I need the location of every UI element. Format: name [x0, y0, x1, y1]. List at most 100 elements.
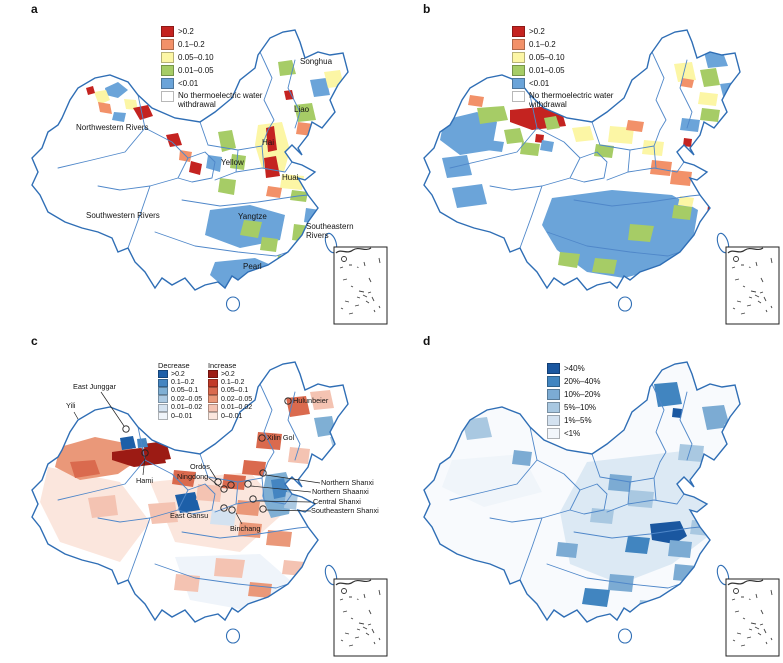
legend-item: >0.2 [158, 370, 202, 379]
legend-item: 0.01–0.02 [208, 403, 253, 412]
legend-label: 0.1–0.2 [529, 40, 556, 49]
site-leader-lines [73, 391, 321, 525]
site-label-yili: Yili [66, 401, 76, 410]
legend-swatch [161, 52, 174, 63]
legend-label: >0.2 [221, 370, 235, 378]
legend-label: <1% [564, 429, 581, 438]
legend-label: 1%–5% [564, 416, 592, 425]
panel-a: a >0.2 0.1–0.2 0.05–0.10 0.01–0.05 <0.01… [0, 0, 391, 331]
site-label-binchang: Binchang [230, 524, 261, 533]
panel-d: d >40% 20%–40% 10%–20% 5%–10% 1%–5% <1% [392, 332, 783, 663]
legend-item: 0.01–0.05 [512, 64, 617, 77]
legend-label: 20%–40% [564, 377, 601, 386]
legend-swatch [161, 91, 174, 102]
legend-item: 0.05–0.1 [208, 386, 252, 395]
site-label-ningdong: Ningdong [177, 472, 209, 481]
legend-swatch [547, 363, 560, 374]
legend-swatch [158, 395, 168, 404]
legend-swatch [512, 39, 525, 50]
site-label-northern-shanxi: Northern Shanxi [321, 478, 374, 487]
legend-label: 0.01–0.05 [178, 66, 214, 75]
basin-label-yangtze: Yangtze [238, 212, 267, 221]
south-china-sea-inset [333, 578, 388, 657]
legend-item: 0.01–0.05 [161, 64, 266, 77]
legend-swatch [547, 376, 560, 387]
legend-item: >40% [547, 362, 600, 375]
site-label-east-junggar: East Junggar [73, 382, 116, 391]
legend-label: 0.1–0.2 [171, 379, 195, 387]
legend-label: 5%–10% [564, 403, 597, 412]
legend-swatch [547, 389, 560, 400]
legend-label: 0–0.01 [171, 412, 193, 420]
legend-label: 0.05–0.10 [529, 53, 565, 62]
legend-label: 0.01–0.02 [221, 404, 253, 412]
legend-label: >0.2 [171, 370, 185, 378]
china-map-a [31, 29, 388, 325]
legend-label: 0.01–0.05 [529, 66, 565, 75]
panel-letter-c: c [31, 334, 38, 348]
china-map-d [423, 361, 780, 657]
legend-b: >0.2 0.1–0.2 0.05–0.10 0.01–0.05 <0.01 N… [512, 25, 617, 109]
legend-swatch [158, 386, 168, 395]
legend-label: 0.05–0.1 [171, 387, 199, 395]
site-label-central-shanxi: Central Shanxi [313, 497, 361, 506]
legend-label: No thermoelectric water withdrawal [178, 91, 263, 109]
legend-swatch [208, 378, 218, 387]
legend-title: Decrease [158, 361, 190, 370]
legend-title: Increase [208, 361, 237, 370]
legend-item: >0.2 [512, 25, 617, 38]
legend-swatch [208, 370, 218, 379]
panel-b: b >0.2 0.1–0.2 0.05–0.10 0.01–0.05 <0.01… [392, 0, 783, 331]
basin-label-southwestern-rivers: Southwestern Rivers [86, 211, 160, 220]
panel-c: c Decrease >0.2 0.1–0.2 0.05–0.1 0.02–0.… [0, 332, 391, 663]
legend-item: 0.1–0.2 [158, 378, 202, 387]
panel-letter-b: b [423, 2, 431, 16]
south-china-sea-inset [333, 246, 388, 325]
basin-label-northwestern-rivers: Northwestern Rivers [76, 123, 149, 132]
legend-label: <0.01 [178, 79, 199, 88]
legend-item: 0.05–0.10 [161, 51, 266, 64]
legend-item: 0–0.01 [158, 412, 202, 421]
legend-swatch [161, 39, 174, 50]
legend-item: No thermoelectric water withdrawal [512, 91, 617, 109]
site-label-hami: Hami [136, 476, 154, 485]
legend-label: 0–0.01 [221, 412, 243, 420]
legend-swatch [547, 428, 560, 439]
legend-label: 0.01–0.02 [171, 404, 203, 412]
legend-label: 0.05–0.10 [178, 53, 214, 62]
legend-item: 0.01–0.02 [158, 403, 203, 412]
basin-label-liao: Liao [294, 105, 310, 114]
panel-letter-d: d [423, 334, 431, 348]
panel-letter-a: a [31, 2, 38, 16]
basin-label-yellow: Yellow [221, 158, 244, 167]
legend-item: 0.1–0.2 [208, 378, 252, 387]
legend-swatch [512, 78, 525, 89]
basin-label-pearl: Pearl [243, 262, 262, 271]
legend-item: 5%–10% [547, 401, 600, 414]
site-label-ordos: Ordos [190, 462, 210, 471]
legend-label: <0.01 [529, 79, 550, 88]
legend-label: 0.1–0.2 [221, 379, 245, 387]
south-china-sea-inset [725, 578, 780, 657]
legend-d: >40% 20%–40% 10%–20% 5%–10% 1%–5% <1% [547, 362, 600, 440]
legend-swatch [158, 378, 168, 387]
legend-label: >0.2 [529, 27, 545, 36]
legend-item: 0.1–0.2 [512, 38, 617, 51]
legend-c-decrease: Decrease >0.2 0.1–0.2 0.05–0.1 0.02–0.05… [158, 361, 203, 421]
legend-swatch [547, 415, 560, 426]
legend-item: No thermoelectric water withdrawal [161, 91, 266, 109]
legend-item: 0–0.01 [208, 412, 252, 421]
legend-item: >0.2 [208, 370, 252, 379]
legend-item: <0.01 [161, 77, 266, 90]
site-label-east-gansu: East Gansu [170, 511, 209, 520]
legend-swatch [161, 78, 174, 89]
legend-swatch [512, 52, 525, 63]
legend-swatch [208, 386, 218, 395]
south-china-sea-inset [725, 246, 780, 325]
legend-a: >0.2 0.1–0.2 0.05–0.10 0.01–0.05 <0.01 N… [161, 25, 266, 109]
legend-swatch [208, 395, 218, 404]
legend-label: 0.02–0.05 [171, 395, 203, 403]
legend-swatch [161, 65, 174, 76]
legend-item: 10%–20% [547, 388, 600, 401]
site-label-northern-shaanxi: Northern Shaanxi [312, 487, 369, 496]
